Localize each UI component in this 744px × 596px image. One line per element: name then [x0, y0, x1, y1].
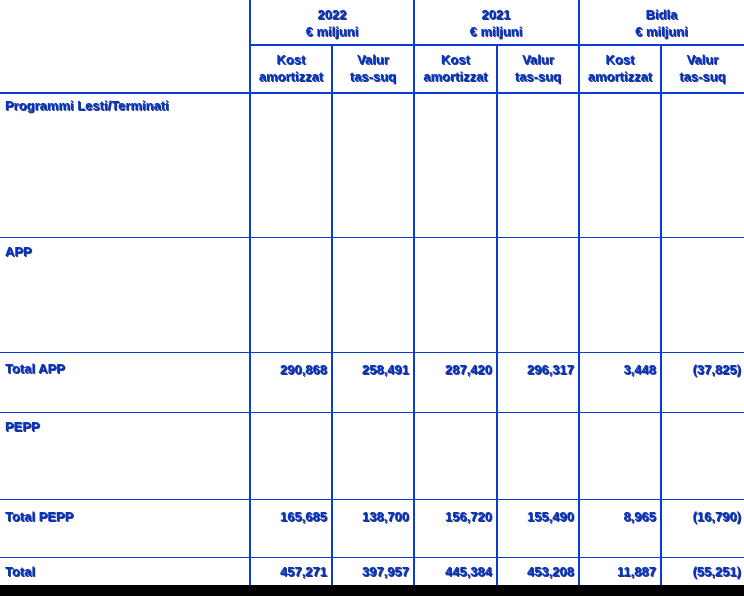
- subheader-kost-bidla-line1: Kost: [605, 52, 635, 67]
- grid-hline-above-total-pepp: [0, 499, 744, 500]
- subheader-valur-bidla-line1: Valur: [686, 52, 719, 67]
- cell-total-bidla-valur: (55,251): [692, 564, 741, 579]
- col-group-title-2022: 2022: [317, 7, 347, 22]
- row-label-total-app: Total APP: [5, 361, 65, 376]
- grid-vline-2022-sub: [331, 45, 333, 585]
- cell-total-2021-valur: 453,208: [527, 564, 574, 579]
- col-group-title-2021: 2021: [481, 7, 511, 22]
- subheader-valur-2022-line1: Valur: [357, 52, 389, 67]
- subheader-kost-2022-line2: amortizzat: [258, 69, 324, 84]
- grid-hline-under-subheaders: [0, 92, 744, 94]
- total-underline-bar: [0, 585, 744, 596]
- subheader-valur-2021-line1: Valur: [522, 52, 554, 67]
- row-label-programmi-lesti-terminati: Programmi Lesti/Terminati: [5, 98, 169, 113]
- grid-hline-above-total-app: [0, 352, 744, 353]
- row-label-total-pepp: Total PEPP: [5, 509, 74, 524]
- grid-hline-above-app: [0, 237, 744, 238]
- subheader-kost-bidla-line2: amortizzat: [587, 69, 653, 84]
- grid-vline-2022-2021: [413, 0, 415, 585]
- cell-total-app-2021-valur: 296,317: [527, 362, 574, 377]
- grid-vline-2021-sub: [496, 45, 498, 585]
- cell-total-pepp-2021-valur: 155,490: [527, 509, 574, 524]
- grid-vline-label-boundary: [249, 0, 251, 585]
- subheader-valur-bidla-line2: tas-suq: [679, 69, 726, 84]
- cell-total-pepp-bidla-kost: 8,965: [623, 509, 656, 524]
- cell-total-pepp-2021-kost: 156,720: [445, 509, 492, 524]
- col-group-unit-2022: € miljuni: [305, 24, 359, 39]
- grid-vline-2021-bidla: [578, 0, 580, 585]
- cell-total-app-2022-kost: 290,868: [280, 362, 327, 377]
- cell-total-app-2022-valur: 258,491: [362, 362, 409, 377]
- cell-total-pepp-2022-valur: 138,700: [362, 509, 409, 524]
- subheader-kost-2022-line1: Kost: [276, 52, 306, 67]
- cell-total-pepp-bidla-valur: (16,790): [692, 509, 741, 524]
- col-group-title-bidla: Bidla: [645, 7, 678, 22]
- row-label-total: Total: [5, 564, 36, 579]
- grid-hline-under-years: [250, 44, 744, 46]
- row-label-app: APP: [5, 244, 32, 259]
- subheader-kost-2021-line1: Kost: [441, 52, 470, 67]
- cell-total-pepp-2022-kost: 165,685: [280, 509, 327, 524]
- cell-total-app-bidla-valur: (37,825): [692, 362, 741, 377]
- cell-total-2022-kost: 457,271: [280, 564, 327, 579]
- cell-total-app-2021-kost: 287,420: [445, 362, 492, 377]
- grid-hline-above-pepp: [0, 412, 744, 413]
- subheader-valur-2021-line2: tas-suq: [514, 69, 562, 84]
- subheader-kost-2021-line2: amortizzat: [423, 69, 488, 84]
- cell-total-2022-valur: 397,957: [362, 564, 409, 579]
- cell-total-2021-kost: 445,384: [445, 564, 492, 579]
- cell-total-app-bidla-kost: 3,448: [623, 362, 656, 377]
- row-label-pepp: PEPP: [5, 419, 40, 434]
- grid-hline-above-total: [0, 557, 744, 558]
- grid-vline-bidla-sub: [660, 45, 662, 585]
- col-group-unit-bidla: € miljuni: [635, 24, 688, 39]
- cell-total-bidla-kost: 11,887: [616, 564, 656, 579]
- subheader-valur-2022-line2: tas-suq: [349, 69, 397, 84]
- col-group-unit-2021: € miljuni: [469, 24, 523, 39]
